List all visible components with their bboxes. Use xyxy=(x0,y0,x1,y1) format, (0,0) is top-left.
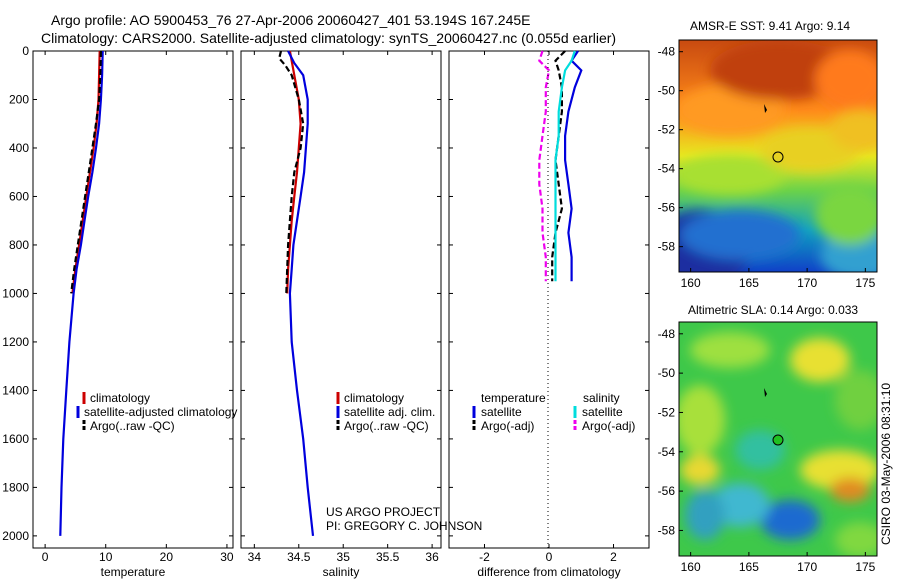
x-tick-label: 0 xyxy=(546,550,553,564)
y-tick-label: 1400 xyxy=(2,383,29,397)
temperature-plot: 0 10 20 30 0 200 400 600 800 1000 1200 1400 1600 1800… xyxy=(2,44,234,579)
sst-track-icon xyxy=(764,104,767,113)
legend-label-sal-argo: Argo(-adj) xyxy=(582,419,635,433)
sst-map-axes: 160 165 170 175 -48 -50 -52 -54 -56 -58 xyxy=(658,45,876,290)
x-axis-label: temperature xyxy=(101,565,166,579)
y-tick-label: 1000 xyxy=(2,286,29,300)
x-tick-label: 36 xyxy=(425,550,439,564)
sst-float-marker xyxy=(772,151,784,163)
legend-title-temperature: temperature xyxy=(481,391,546,405)
header-line-1: Argo profile: AO 5900453_76 27-Apr-2006 … xyxy=(51,12,531,28)
series-line-temperature-satellite xyxy=(563,50,583,282)
x-axis-label: salinity xyxy=(323,565,360,579)
map-y-tick-label: -58 xyxy=(658,523,676,537)
y-tick-label: 1200 xyxy=(2,335,29,349)
temperature-axes xyxy=(32,50,234,549)
y-tick-label: 400 xyxy=(9,141,29,155)
sst-map-frame xyxy=(678,39,878,273)
legend-label-argo: Argo(..raw -QC) xyxy=(90,419,175,433)
map-y-tick-label: -56 xyxy=(658,484,676,498)
map-x-tick-label: 170 xyxy=(797,560,817,574)
map-x-tick-label: 165 xyxy=(739,560,759,574)
salinity-axes xyxy=(240,50,442,549)
x-tick-label: 2 xyxy=(610,550,617,564)
salinity-plot: 34 34.5 35 35.5 36 salinity xyxy=(241,50,441,579)
legend-label-sal-satellite: satellite xyxy=(582,405,623,419)
legend-label-argo: Argo(..raw -QC) xyxy=(344,419,429,433)
y-tick-label: 0 xyxy=(22,44,29,58)
y-tick-label: 800 xyxy=(9,238,29,252)
difference-legend: temperature salinity satellite Argo(-adj… xyxy=(472,391,635,433)
legend-title-salinity: salinity xyxy=(583,391,620,405)
sla-map-axes: 160 165 170 175 -48 -50 -52 -54 -56 -58 xyxy=(658,327,876,574)
series-line-argo-raw-qc- xyxy=(70,50,102,294)
y-tick-label: 600 xyxy=(9,189,29,203)
temperature-legend: climatology satellite-adjusted climatolo… xyxy=(76,391,237,433)
pi-label: PI: GREGORY C. JOHNSON xyxy=(326,519,482,533)
csiro-stamp: CSIRO 03-May-2006 08:31:10 xyxy=(879,383,893,545)
map-x-tick-label: 165 xyxy=(739,276,759,290)
project-label: US ARGO PROJECT xyxy=(326,505,441,519)
map-y-tick-label: -50 xyxy=(658,84,676,98)
sla-map-frame xyxy=(678,321,878,557)
x-tick-label: 35.5 xyxy=(376,550,400,564)
legend-label-climatology: climatology xyxy=(90,391,150,405)
legend-label-satellite: satellite adj. clim. xyxy=(344,405,435,419)
salinity-legend: climatology satellite adj. clim. Argo(..… xyxy=(336,391,435,433)
x-axis-label: difference from climatology xyxy=(477,565,620,579)
map-y-tick-label: -54 xyxy=(658,445,676,459)
y-tick-label: 200 xyxy=(9,92,29,106)
sla-map-title: Altimetric SLA: 0.14 Argo: 0.033 xyxy=(688,303,858,317)
map-y-tick-label: -52 xyxy=(658,123,676,137)
sst-map-title: AMSR-E SST: 9.41 Argo: 9.14 xyxy=(690,19,850,33)
legend-label-climatology: climatology xyxy=(344,391,404,405)
sst-heatmap xyxy=(679,40,877,272)
y-tick-label: 1800 xyxy=(2,480,29,494)
map-x-tick-label: 160 xyxy=(681,560,701,574)
series-line-satellite-adj-clim- xyxy=(287,50,315,537)
map-y-tick-label: -52 xyxy=(658,405,676,419)
difference-axes xyxy=(448,50,650,549)
series-line-satellite-adjusted-climatology xyxy=(59,50,104,536)
y-tick-label: 1600 xyxy=(2,432,29,446)
map-x-tick-label: 160 xyxy=(681,276,701,290)
map-y-tick-label: -56 xyxy=(658,201,676,215)
x-tick-label: 30 xyxy=(220,550,234,564)
series-line-salinity-argo-adj- xyxy=(538,50,551,282)
series-line-salinity-satellite xyxy=(554,50,576,282)
x-tick-label: -2 xyxy=(479,550,490,564)
sla-track-icon xyxy=(764,388,767,397)
series-line-argo-raw-qc- xyxy=(277,50,305,294)
x-tick-label: 35 xyxy=(337,550,351,564)
map-x-tick-label: 170 xyxy=(797,276,817,290)
legend-label-temp-argo: Argo(-adj) xyxy=(481,419,534,433)
x-tick-label: 10 xyxy=(99,550,113,564)
x-tick-label: 0 xyxy=(42,550,49,564)
x-tick-label: 20 xyxy=(160,550,174,564)
map-x-tick-label: 175 xyxy=(855,276,875,290)
map-y-tick-label: -58 xyxy=(658,240,676,254)
header-line-2: Climatology: CARS2000. Satellite-adjuste… xyxy=(41,30,616,46)
map-y-tick-label: -54 xyxy=(658,162,676,176)
y-tick-label: 2000 xyxy=(2,529,29,543)
legend-label-temp-satellite: satellite xyxy=(481,405,522,419)
map-x-tick-label: 175 xyxy=(855,560,875,574)
x-tick-label: 34 xyxy=(248,550,262,564)
legend-label-satellite: satellite-adjusted climatology xyxy=(84,405,237,419)
sla-float-marker xyxy=(772,434,784,446)
map-y-tick-label: -50 xyxy=(658,366,676,380)
map-y-tick-label: -48 xyxy=(658,327,676,341)
x-tick-label: 34.5 xyxy=(287,550,311,564)
map-y-tick-label: -48 xyxy=(658,45,676,59)
